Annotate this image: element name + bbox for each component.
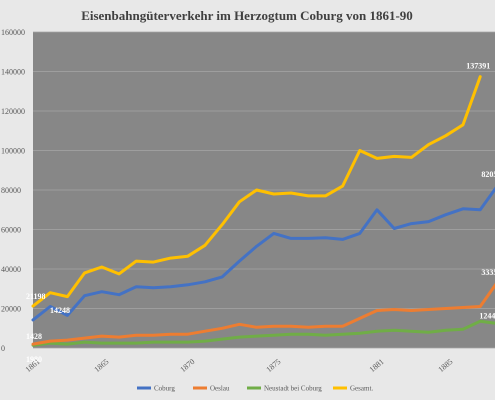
legend-item: Neustadt bei Coburg (247, 385, 322, 393)
data-label: 137391 (466, 62, 490, 71)
legend-label: Neustadt bei Coburg (264, 385, 322, 393)
chart-title: Eisenbahngüterverkehr im Herzogtum Cobur… (81, 8, 413, 23)
y-tick-label: 60000 (1, 226, 21, 235)
data-label: 1428 (26, 332, 42, 341)
series-line-oeslau (31, 282, 495, 346)
legend-item: Gesamt. (333, 385, 373, 393)
legend-label: Oeslau (210, 385, 230, 393)
data-label: 1244 (479, 312, 495, 321)
legend-label: Gesamt. (350, 385, 373, 393)
legend-label: Coburg (154, 385, 175, 393)
data-label: 14248 (50, 306, 70, 315)
y-tick-label: 20000 (1, 305, 21, 314)
legend-item: Coburg (137, 385, 175, 393)
y-tick-label: 40000 (1, 265, 21, 274)
y-tick-label: 140000 (1, 68, 25, 77)
y-axis-ticks: 0 20000 40000 60000 80000 100000 120000 140000 1… (1, 28, 25, 353)
data-label: 1980 (26, 355, 42, 364)
y-tick-label: 100000 (1, 147, 25, 156)
y-tick-label: 120000 (1, 107, 25, 116)
series-line-coburg (31, 186, 495, 322)
legend-item: Oeslau (193, 385, 230, 393)
data-labels: 21198 14248 1428 1980 137391 82055 33359 1244 (26, 62, 495, 364)
data-label: 82055 (481, 170, 495, 179)
data-label: 33359 (481, 268, 495, 277)
series-line-neustadt-bei-coburg (31, 319, 495, 347)
gridlines (33, 31, 495, 349)
series-line-gesamt- (31, 75, 482, 308)
series-lines (31, 75, 495, 347)
y-tick-label: 0 (1, 344, 5, 353)
y-tick-label: 160000 (1, 28, 25, 37)
data-label: 21198 (26, 292, 46, 301)
y-tick-label: 80000 (1, 186, 21, 195)
legend: Coburg Oeslau Neustadt bei Coburg Gesamt. (137, 385, 373, 393)
